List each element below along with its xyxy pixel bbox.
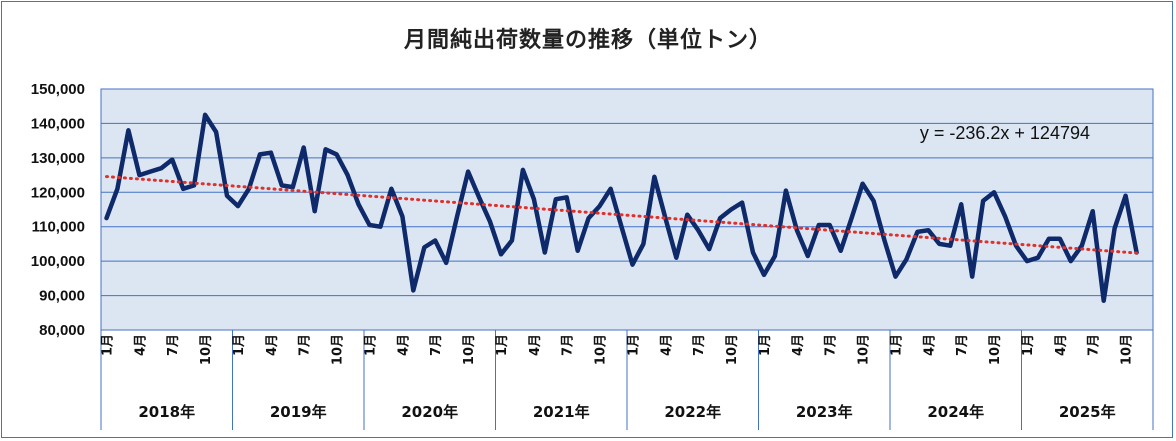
x-month-label: 10月 — [199, 334, 214, 365]
x-month-label: 4月 — [265, 334, 280, 356]
y-tick-label: 110,000 — [32, 219, 85, 236]
x-year-label: 2024年 — [927, 403, 984, 421]
x-year-label: 2025年 — [1059, 403, 1116, 421]
x-month-label: 4月 — [659, 334, 674, 356]
y-tick-label: 90,000 — [39, 288, 85, 305]
y-tick-label: 120,000 — [31, 184, 85, 201]
x-month-label: 10月 — [331, 334, 346, 365]
x-month-label: 7月 — [1087, 334, 1102, 356]
x-month-label: 4月 — [396, 334, 411, 356]
x-year-label: 2023年 — [796, 403, 853, 421]
x-month-label: 7月 — [166, 334, 181, 356]
x-month-label: 7月 — [298, 334, 313, 356]
x-month-label: 7月 — [561, 334, 576, 356]
series-line — [104, 112, 1139, 303]
x-month-label: 7月 — [429, 334, 444, 356]
trendline — [104, 175, 1139, 255]
x-month-label: 7月 — [955, 334, 970, 356]
x-year-label: 2018年 — [138, 403, 195, 421]
y-tick-label: 140,000 — [31, 115, 85, 132]
x-year-label: 2019年 — [270, 403, 327, 421]
x-month-label: 1月 — [100, 334, 115, 356]
x-month-label: 1月 — [495, 334, 510, 356]
trendline-equation: y = -236.2x + 124794 — [920, 123, 1090, 143]
x-month-label: 1月 — [758, 334, 773, 356]
x-month-label: 10月 — [594, 334, 609, 365]
x-month-label: 1月 — [232, 334, 247, 356]
y-tick-label: 150,000 — [31, 81, 85, 98]
x-month-label: 4月 — [922, 334, 937, 356]
y-tick-label: 130,000 — [31, 150, 85, 167]
x-month-label: 4月 — [528, 334, 543, 356]
x-month-label: 7月 — [692, 334, 707, 356]
x-month-label: 10月 — [857, 334, 872, 365]
y-tick-label: 80,000 — [39, 322, 85, 339]
x-month-label: 4月 — [133, 334, 148, 356]
y-tick-label: 100,000 — [31, 253, 85, 270]
x-year-label: 2020年 — [401, 403, 458, 421]
x-month-label: 7月 — [824, 334, 839, 356]
chart-title: 月間純出荷数量の推移（単位トン） — [403, 28, 772, 53]
x-month-label: 4月 — [1054, 334, 1069, 356]
x-month-label: 10月 — [725, 334, 740, 365]
x-month-label: 4月 — [791, 334, 806, 356]
x-year-label: 2022年 — [664, 403, 721, 421]
x-month-label: 1月 — [889, 334, 904, 356]
x-year-label: 2021年 — [533, 403, 590, 421]
x-month-label: 10月 — [988, 334, 1003, 365]
x-month-label: 10月 — [1120, 334, 1135, 365]
x-month-label: 10月 — [462, 334, 477, 365]
x-month-label: 1月 — [1021, 334, 1036, 356]
x-month-label: 1月 — [363, 334, 378, 356]
x-month-label: 1月 — [626, 334, 641, 356]
